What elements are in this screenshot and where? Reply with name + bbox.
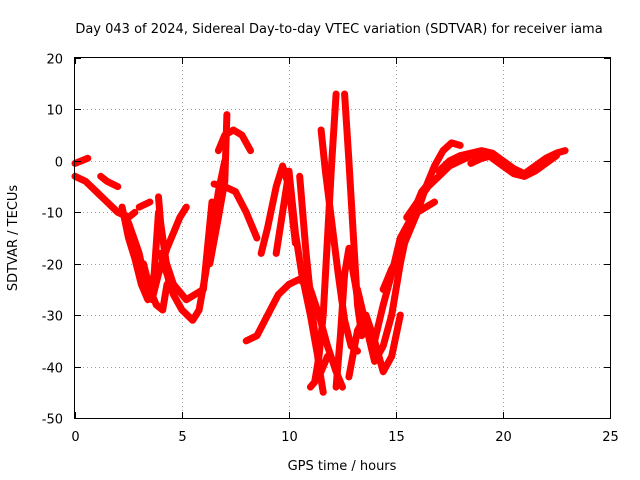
series-line — [118, 203, 162, 304]
series-line — [135, 198, 154, 211]
y-tick-label: -50 — [42, 413, 63, 428]
y-tick-label: -20 — [42, 259, 63, 274]
chart-title: Day 043 of 2024, Sidereal Day-to-day VTE… — [75, 22, 602, 37]
y-tick-label: 10 — [46, 104, 63, 119]
y-tick-label: 0 — [55, 156, 63, 171]
series-line — [71, 154, 92, 167]
x-tick-label: 15 — [388, 430, 405, 445]
series-line — [306, 90, 340, 391]
series-line — [296, 172, 327, 396]
x-tick-label: 25 — [602, 430, 619, 445]
series-line — [71, 172, 139, 221]
x-tick-label: 0 — [71, 430, 79, 445]
data-series — [71, 90, 569, 396]
series-line — [214, 126, 254, 155]
series-line — [242, 275, 346, 391]
y-axis-label: SDTVAR / TECUs — [6, 185, 21, 292]
series-line — [341, 90, 366, 340]
y-tick-label: -10 — [42, 207, 63, 222]
grid-lines — [75, 58, 610, 418]
series-line — [140, 260, 171, 314]
series-line — [371, 198, 438, 345]
axis-ticks: 0 5 10 15 20 25 -50 -40 -30 -20 -10 0 10 20 — [42, 53, 619, 446]
series-line — [125, 203, 190, 304]
series-line — [97, 172, 122, 191]
series-line — [161, 198, 216, 304]
y-tick-label: -30 — [42, 310, 63, 325]
x-tick-label: 5 — [178, 430, 186, 445]
plot-frame — [74, 57, 611, 419]
x-axis-label: GPS time / hours — [288, 459, 397, 474]
series-line — [488, 154, 539, 180]
x-tick-label: 10 — [281, 430, 298, 445]
y-tick-label: -40 — [42, 362, 63, 377]
x-tick-label: 20 — [495, 430, 512, 445]
series-line — [206, 111, 231, 268]
y-tick-label: 20 — [46, 53, 63, 68]
series-line — [157, 157, 229, 324]
